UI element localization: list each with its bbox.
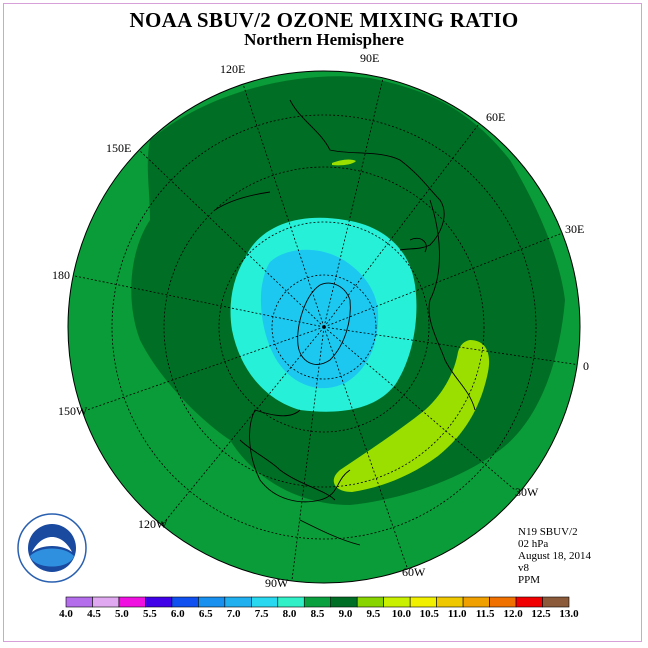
colorbar-swatch [92, 596, 120, 608]
colorbar-tick-label: 12.0 [503, 608, 523, 620]
page-title: NOAA SBUV/2 OZONE MIXING RATIO [129, 8, 519, 32]
colorbar-tick-label: 10.5 [419, 608, 439, 620]
colorbar-swatch [515, 596, 543, 608]
polar-core [260, 249, 379, 389]
lon-label-30e: 30E [565, 222, 585, 236]
colorbar-swatch [489, 596, 517, 608]
colorbar-tick-label: 8.0 [282, 608, 297, 620]
colorbar-tick-label: 5.0 [115, 608, 129, 620]
lon-label-120e: 120E [220, 62, 246, 76]
colorbar-tick-label: 8.5 [310, 608, 325, 620]
colorbar-swatch [145, 596, 173, 608]
graticule [69, 71, 580, 581]
colorbar-swatch [356, 596, 384, 608]
lon-label-60e: 60E [486, 110, 506, 124]
colorbar-swatch [542, 596, 570, 608]
colorbar-swatch [462, 596, 490, 608]
colorbar-swatch [277, 596, 305, 608]
page-subtitle: Northern Hemisphere [244, 30, 404, 49]
siberian-maximum [332, 159, 356, 166]
colorbar-swatch [330, 596, 358, 608]
lon-label-150w: 150W [58, 404, 88, 418]
colorbar-tick-label: 10.0 [391, 608, 411, 620]
colorbar-tick-label: 6.5 [198, 608, 213, 620]
coastlines [214, 99, 476, 546]
colorbar-swatch [251, 596, 279, 608]
field-southwest-band [94, 360, 265, 560]
lon-label-90e: 90E [360, 51, 380, 65]
colorbar-tick-label: 13.0 [559, 608, 579, 620]
lon-label-120w: 120W [138, 517, 168, 531]
colorbar-tick-label: 9.0 [338, 608, 353, 620]
info-satellite: N19 SBUV/2 [518, 526, 578, 538]
colorbar-tick-label: 9.5 [366, 608, 381, 620]
colorbar-tick-label: 4.5 [87, 608, 101, 620]
lon-label-0: 0 [583, 359, 589, 373]
colorbar-tick-label: 5.5 [142, 608, 157, 620]
figure-frame [3, 3, 642, 642]
noaa-logo [17, 513, 87, 583]
lon-label-180: 180 [52, 268, 70, 282]
colorbar-swatch [383, 596, 411, 608]
colorbar-swatch [224, 596, 252, 608]
colorbar-tick-label: 7.5 [254, 608, 269, 620]
colorbar-tick-label: 7.0 [226, 608, 241, 620]
info-units: PPM [518, 574, 541, 586]
colorbar-tick-label: 4.0 [59, 608, 73, 620]
colorbar-tick-label: 11.0 [447, 608, 467, 620]
colorbar-swatch [303, 596, 332, 608]
info-version: v8 [518, 562, 529, 574]
colorbar-swatch [171, 596, 199, 608]
lon-label-60w: 60W [402, 565, 426, 579]
colorbar-tick-label: 12.5 [531, 608, 551, 620]
colorbar-swatch [118, 596, 146, 608]
colorbar-swatch [198, 596, 226, 608]
colorbar-tick-label: 11.5 [475, 608, 495, 620]
colorbar-tick-label: 6.0 [170, 608, 185, 620]
lon-label-150e: 150E [106, 141, 132, 155]
info-level: 02 hPa [518, 538, 549, 550]
lon-label-90w: 90W [265, 576, 289, 590]
lon-label-30w: 30W [515, 485, 539, 499]
colorbar-swatch [436, 596, 464, 608]
colorbar-swatch [65, 596, 93, 608]
colorbar-swatch [409, 596, 437, 608]
info-date: August 18, 2014 [518, 550, 592, 562]
map-border [67, 70, 581, 584]
atlantic-maximum [333, 340, 490, 492]
